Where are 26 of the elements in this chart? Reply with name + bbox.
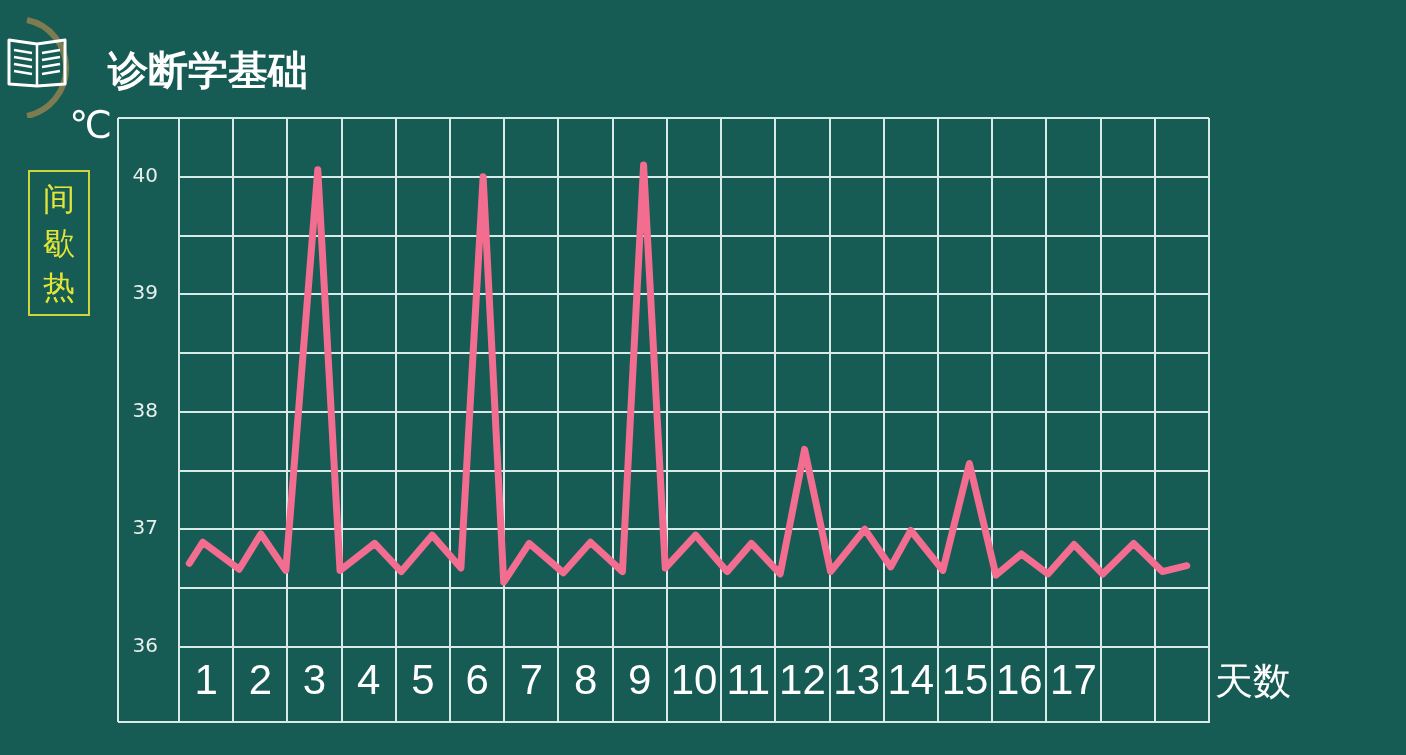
x-tick-label: 17 xyxy=(1050,656,1097,704)
x-tick-label: 3 xyxy=(302,656,327,704)
x-tick-label: 7 xyxy=(519,656,544,704)
text: 间歇热 xyxy=(42,179,76,308)
x-tick-label: 11 xyxy=(726,656,771,704)
x-tick-label: 16 xyxy=(995,656,1043,704)
x-tick-label: 10 xyxy=(670,656,718,704)
x-axis-title: 天数 xyxy=(1215,659,1291,704)
x-tick-label: 8 xyxy=(573,656,598,704)
y-tick-label: 36 xyxy=(132,633,158,657)
y-tick-label: 37 xyxy=(132,515,158,540)
y-axis-title: ℃ xyxy=(69,102,112,147)
x-tick-label: 5 xyxy=(411,656,435,704)
x-tick-label: 6 xyxy=(465,656,489,704)
x-tick-label: 9 xyxy=(628,656,652,704)
chart-title: 诊断学基础 xyxy=(108,47,308,93)
y-tick-label: 40 xyxy=(132,162,158,187)
y-tick-label: 39 xyxy=(132,280,158,305)
x-tick-label: 13 xyxy=(833,656,880,704)
x-tick-label: 1 xyxy=(194,656,218,704)
x-tick-label: 4 xyxy=(357,656,381,704)
x-tick-label: 14 xyxy=(887,656,935,704)
y-tick-label: 38 xyxy=(132,397,158,422)
x-tick-label: 12 xyxy=(779,656,826,704)
x-tick-label: 2 xyxy=(248,656,272,704)
x-tick-label: 15 xyxy=(941,656,989,704)
